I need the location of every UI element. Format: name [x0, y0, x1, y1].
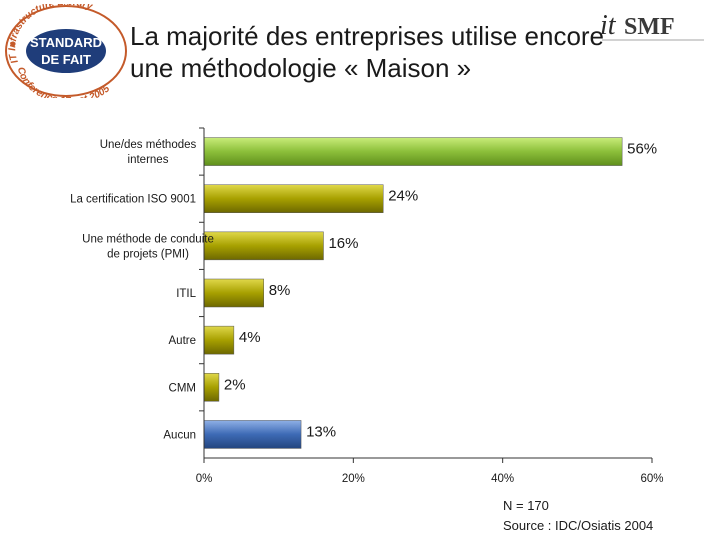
bar-5 — [203, 325, 235, 355]
x-tick-label-1: 0% — [196, 473, 213, 485]
value-label-5: 4% — [239, 329, 261, 346]
category-label-7: Aucun — [163, 429, 196, 441]
logo-smf: SMF — [624, 14, 675, 40]
category-label-5: Autre — [169, 335, 197, 347]
x-tick-label-3: 40% — [491, 473, 514, 485]
bar-7 — [203, 420, 302, 449]
category-label-4: ITIL — [176, 288, 196, 300]
page-title: La majorité des entreprises utilise enco… — [130, 20, 604, 84]
value-label-2: 24% — [388, 188, 418, 205]
x-tick-label-4: 60% — [640, 473, 663, 485]
value-label-1: 56% — [627, 141, 657, 158]
value-label-4: 8% — [269, 282, 291, 299]
x-tick-label-2: 20% — [342, 473, 365, 485]
bar-3 — [203, 231, 324, 261]
value-label-6: 2% — [224, 376, 246, 393]
category-label-2: La certification ISO 9001 — [70, 194, 196, 206]
sample-size-note: N = 170 — [503, 498, 549, 513]
bar-chart: 56% 24% 16% 8% 4% 2% 13% Une/des méthodes inter… — [70, 127, 664, 485]
badge-dot-icon — [10, 41, 16, 47]
itsmf-logo: it SMF — [600, 10, 704, 41]
category-label-6: CMM — [169, 382, 196, 394]
bar-1 — [203, 137, 623, 166]
logo-it: it — [600, 10, 617, 41]
conference-badge-logo: IT Infrastructure Library Conference 17 … — [5, 4, 127, 98]
page-title-line1: La majorité des entreprises utilise enco… — [130, 21, 605, 51]
bar-6 — [203, 373, 220, 402]
bar-2 — [203, 184, 384, 213]
badge-line2: DE FAIT — [41, 52, 91, 67]
source-note: Source : IDC/Osiatis 2004 — [503, 518, 654, 533]
category-label-3: Une méthode de conduite de projets (PMI) — [82, 233, 214, 260]
badge-line1: STANDARD — [30, 35, 102, 50]
value-label-7: 13% — [306, 423, 336, 440]
category-label-1: Une/des méthodes internes — [100, 139, 197, 166]
value-label-3: 16% — [328, 235, 358, 252]
bar-4 — [203, 278, 264, 308]
page-title-line2: une méthodologie « Maison » — [130, 53, 472, 83]
